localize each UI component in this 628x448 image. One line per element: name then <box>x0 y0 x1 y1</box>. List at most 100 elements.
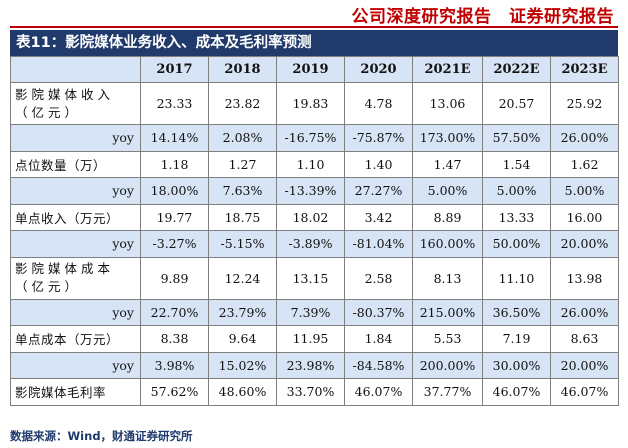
table-cell: 16.00 <box>550 203 619 231</box>
table-cell: 46.07% <box>550 378 619 406</box>
table-cell: 46.07% <box>344 378 413 406</box>
table-cell: 2.08% <box>208 124 277 152</box>
table-cell: -84.58% <box>344 351 413 379</box>
row-label: 影院媒体收入（亿元） <box>10 82 141 125</box>
table-cell: 7.19 <box>482 325 551 353</box>
table-cell: 15.02% <box>208 351 277 379</box>
table-cell: 2.58 <box>344 256 413 300</box>
row-label: 影院媒体毛利率 <box>10 378 141 406</box>
table-cell: 13.33 <box>482 203 551 231</box>
table-cell: 173.00% <box>412 124 483 152</box>
header-divider <box>10 26 618 28</box>
table-cell: 25.92 <box>550 82 619 125</box>
table-cell: -3.89% <box>276 230 345 258</box>
table-cell: 46.07% <box>482 378 551 406</box>
report-header: 公司深度研究报告 证券研究报告 <box>0 0 628 28</box>
table-cell: 9.89 <box>140 256 209 300</box>
table-cell: 20.57 <box>482 82 551 125</box>
table-cell: 37.77% <box>412 378 483 406</box>
row-label: 影院媒体成本（亿元） <box>10 256 141 300</box>
table-cell: 57.50% <box>482 124 551 152</box>
report-header-text: 公司深度研究报告 证券研究报告 <box>351 7 614 27</box>
table-cell: 1.10 <box>276 150 345 178</box>
table-cell: 18.75 <box>208 203 277 231</box>
table-cell: 27.27% <box>344 177 413 205</box>
table-cell: 1.62 <box>550 150 619 178</box>
table-cell: 200.00% <box>412 351 483 379</box>
table-row: 点位数量（万） 1.18 1.27 1.10 1.40 1.47 1.54 1.… <box>10 150 619 178</box>
table-cell: -5.15% <box>208 230 277 258</box>
table-cell: -75.87% <box>344 124 413 152</box>
table-row: 单点收入（万元） 19.77 18.75 18.02 3.42 8.89 13.… <box>10 203 619 231</box>
row-label: 点位数量（万） <box>10 150 141 178</box>
table-title: 表11：影院媒体业务收入、成本及毛利率预测 <box>10 30 618 56</box>
table-cell: 160.00% <box>412 230 483 258</box>
table-cell: 20.00% <box>550 230 619 258</box>
table-cell: 12.24 <box>208 256 277 300</box>
table-cell: 1.47 <box>412 150 483 178</box>
table-cell: 23.82 <box>208 82 277 125</box>
table-cell: 5.53 <box>412 325 483 353</box>
table-cell: -16.75% <box>276 124 345 152</box>
table-cell: 5.00% <box>550 177 619 205</box>
row-label: yoy <box>10 230 141 258</box>
table-cell: -3.27% <box>140 230 209 258</box>
table-cell: 33.70% <box>276 378 345 406</box>
table-cell: 19.77 <box>140 203 209 231</box>
table-cell: 7.39% <box>276 298 345 326</box>
table-cell: -80.37% <box>344 298 413 326</box>
table-cell: 13.06 <box>412 82 483 125</box>
forecast-table: 2017 2018 2019 2020 2021E 2022E 2023E 影院… <box>10 56 619 406</box>
table-row: yoy 22.70% 23.79% 7.39% -80.37% 215.00% … <box>10 298 619 326</box>
table-cell: 11.10 <box>482 256 551 300</box>
table-row: 单点成本（万元） 8.38 9.64 11.95 1.84 5.53 7.19 … <box>10 325 619 353</box>
table-cell: 13.15 <box>276 256 345 300</box>
table-cell: 50.00% <box>482 230 551 258</box>
table-cell: 9.64 <box>208 325 277 353</box>
table-cell: 20.00% <box>550 351 619 379</box>
table-cell: 8.38 <box>140 325 209 353</box>
row-label: yoy <box>10 124 141 152</box>
table-row: 影院媒体毛利率 57.62% 48.60% 33.70% 46.07% 37.7… <box>10 378 619 406</box>
table-cell: 11.95 <box>276 325 345 353</box>
table-cell: 1.54 <box>482 150 551 178</box>
table-row: yoy -3.27% -5.15% -3.89% -81.04% 160.00%… <box>10 230 619 258</box>
table-cell: 3.42 <box>344 203 413 231</box>
table-row: 影院媒体收入（亿元） 23.33 23.82 19.83 4.78 13.06 … <box>10 82 619 125</box>
table-row: yoy 14.14% 2.08% -16.75% -75.87% 173.00%… <box>10 124 619 152</box>
row-label: 单点收入（万元） <box>10 203 141 231</box>
table-cell: 30.00% <box>482 351 551 379</box>
table-cell: 23.98% <box>276 351 345 379</box>
table-cell: 57.62% <box>140 378 209 406</box>
table-row: yoy 3.98% 15.02% 23.98% -84.58% 200.00% … <box>10 351 619 379</box>
table-cell: 18.00% <box>140 177 209 205</box>
table-cell: 23.79% <box>208 298 277 326</box>
table-cell: 8.63 <box>550 325 619 353</box>
header-cell-year: 2017 <box>140 56 209 83</box>
table-cell: 5.00% <box>482 177 551 205</box>
header-cell-year: 2023E <box>550 56 619 83</box>
table-cell: 8.13 <box>412 256 483 300</box>
row-label: yoy <box>10 351 141 379</box>
table-cell: 22.70% <box>140 298 209 326</box>
header-cell-year: 2021E <box>412 56 483 83</box>
table-cell: 8.89 <box>412 203 483 231</box>
table-cell: 1.84 <box>344 325 413 353</box>
table-cell: 48.60% <box>208 378 277 406</box>
table-cell: 26.00% <box>550 298 619 326</box>
table-cell: 3.98% <box>140 351 209 379</box>
header-cell-year: 2022E <box>482 56 551 83</box>
table-cell: 23.33 <box>140 82 209 125</box>
table-cell: 4.78 <box>344 82 413 125</box>
row-label: 单点成本（万元） <box>10 325 141 353</box>
table-cell: 1.40 <box>344 150 413 178</box>
header-cell-year: 2020 <box>344 56 413 83</box>
table-cell: -81.04% <box>344 230 413 258</box>
table-cell: 26.00% <box>550 124 619 152</box>
table-cell: -13.39% <box>276 177 345 205</box>
row-label: yoy <box>10 177 141 205</box>
table-cell: 5.00% <box>412 177 483 205</box>
data-source-note: 数据来源：Wind，财通证券研究所 <box>10 429 193 443</box>
table-cell: 18.02 <box>276 203 345 231</box>
header-cell-corner <box>10 56 141 83</box>
